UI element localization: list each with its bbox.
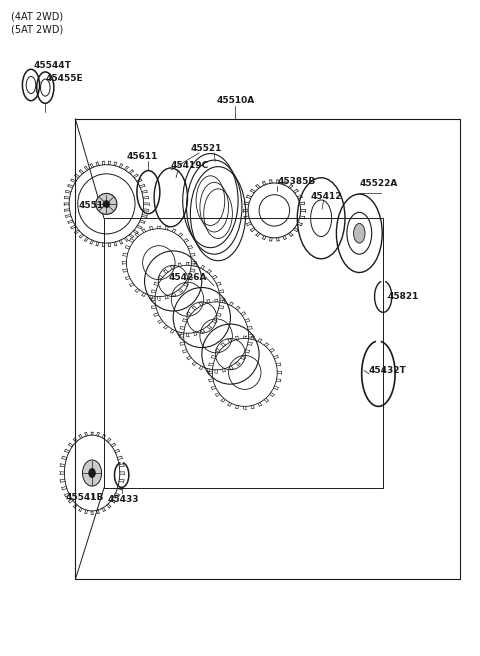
Text: 45385B: 45385B: [277, 176, 315, 186]
Ellipse shape: [354, 224, 365, 243]
Text: 45541B: 45541B: [66, 493, 104, 502]
Text: 45433: 45433: [108, 495, 139, 504]
Text: 45432T: 45432T: [369, 366, 407, 375]
Text: 45419C: 45419C: [171, 161, 209, 170]
Text: 45544T: 45544T: [34, 61, 72, 70]
Text: 45611: 45611: [127, 152, 158, 161]
Ellipse shape: [96, 194, 117, 215]
Text: 45426A: 45426A: [168, 272, 206, 281]
Text: 45412: 45412: [310, 192, 342, 201]
Text: 45514: 45514: [79, 201, 110, 210]
Text: 45521: 45521: [191, 144, 222, 153]
Text: (4AT 2WD)
(5AT 2WD): (4AT 2WD) (5AT 2WD): [11, 11, 63, 34]
Text: 45455E: 45455E: [45, 74, 83, 83]
Ellipse shape: [83, 460, 102, 486]
Ellipse shape: [103, 201, 110, 207]
Text: 45821: 45821: [388, 292, 420, 301]
Text: 45510A: 45510A: [216, 96, 254, 104]
Ellipse shape: [89, 468, 96, 478]
Text: 45522A: 45522A: [360, 178, 398, 188]
